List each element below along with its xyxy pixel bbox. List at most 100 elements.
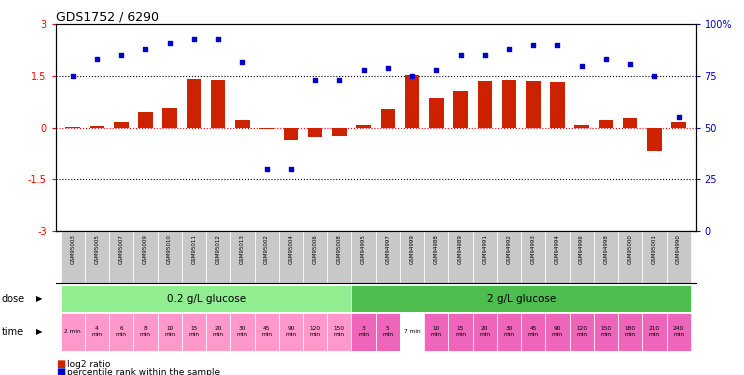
Bar <box>570 313 594 351</box>
Bar <box>570 231 594 283</box>
Bar <box>405 75 420 128</box>
Point <box>527 42 539 48</box>
Bar <box>551 82 565 128</box>
Bar <box>61 313 85 351</box>
Bar <box>231 313 254 351</box>
Bar <box>85 313 109 351</box>
Text: 6
min: 6 min <box>116 327 126 337</box>
Bar <box>424 231 449 283</box>
Text: 30
min: 30 min <box>504 327 515 337</box>
Bar <box>599 120 613 128</box>
Point <box>260 166 272 172</box>
Bar <box>453 92 468 128</box>
Bar <box>521 313 545 351</box>
Text: GSM94994: GSM94994 <box>555 234 560 264</box>
Bar <box>472 313 497 351</box>
Bar <box>114 122 129 128</box>
Bar <box>400 313 424 351</box>
Point <box>600 56 612 62</box>
Text: ■: ■ <box>56 368 65 375</box>
Text: 180
min: 180 min <box>625 327 636 337</box>
Bar <box>61 285 351 312</box>
Bar <box>187 79 201 128</box>
Text: GSM94993: GSM94993 <box>530 234 536 264</box>
Bar <box>618 231 642 283</box>
Text: ■: ■ <box>56 360 65 369</box>
Bar <box>279 313 303 351</box>
Point <box>649 73 661 79</box>
Text: GDS1752 / 6290: GDS1752 / 6290 <box>56 10 158 23</box>
Bar <box>332 128 347 136</box>
Text: time: time <box>1 327 24 337</box>
Text: 15
min: 15 min <box>455 327 466 337</box>
Bar <box>327 231 351 283</box>
Text: GSM94991: GSM94991 <box>482 234 487 264</box>
Text: GSM95000: GSM95000 <box>628 234 632 264</box>
Bar <box>109 231 133 283</box>
Bar <box>90 126 104 128</box>
Bar <box>400 231 424 283</box>
Text: GSM95003: GSM95003 <box>70 234 75 264</box>
Bar <box>618 313 642 351</box>
Text: 0.2 g/L glucose: 0.2 g/L glucose <box>167 294 246 303</box>
Text: 90
min: 90 min <box>286 327 296 337</box>
Text: 5
min: 5 min <box>382 327 394 337</box>
Bar <box>449 313 472 351</box>
Bar <box>449 231 472 283</box>
Bar <box>327 313 351 351</box>
Text: 30
min: 30 min <box>237 327 248 337</box>
Bar <box>61 231 85 283</box>
Text: log2 ratio: log2 ratio <box>67 360 110 369</box>
Text: GSM95005: GSM95005 <box>94 234 100 264</box>
Bar <box>647 128 661 151</box>
Bar <box>133 231 158 283</box>
Text: 10
min: 10 min <box>431 327 442 337</box>
Text: GSM94995: GSM94995 <box>361 234 366 264</box>
Text: 150
min: 150 min <box>600 327 612 337</box>
Bar <box>521 231 545 283</box>
Point <box>67 73 79 79</box>
Bar <box>303 231 327 283</box>
Point <box>430 67 442 73</box>
Bar <box>211 80 225 128</box>
Bar <box>424 313 449 351</box>
Bar <box>85 231 109 283</box>
Bar <box>501 80 516 128</box>
Bar <box>182 231 206 283</box>
Bar <box>351 231 376 283</box>
Text: 150
min: 150 min <box>334 327 345 337</box>
Point <box>455 53 466 58</box>
Text: 120
min: 120 min <box>576 327 587 337</box>
Bar <box>526 81 541 128</box>
Text: GSM94996: GSM94996 <box>580 234 584 264</box>
Bar <box>574 125 589 128</box>
Bar <box>235 120 250 128</box>
Point <box>237 58 248 64</box>
Point <box>406 73 418 79</box>
Bar <box>182 313 206 351</box>
Text: 20
min: 20 min <box>479 327 490 337</box>
Text: 8
min: 8 min <box>140 327 151 337</box>
Bar <box>308 128 322 137</box>
Text: 2 min: 2 min <box>65 329 81 334</box>
Bar <box>65 127 80 128</box>
Bar <box>497 231 521 283</box>
Bar <box>594 313 618 351</box>
Text: ▶: ▶ <box>36 327 42 336</box>
Bar <box>158 231 182 283</box>
Text: 210
min: 210 min <box>649 327 660 337</box>
Bar <box>376 231 400 283</box>
Bar <box>158 313 182 351</box>
Point <box>188 36 200 42</box>
Bar <box>623 118 638 128</box>
Bar <box>206 313 231 351</box>
Bar <box>642 313 667 351</box>
Point <box>624 60 636 67</box>
Text: GSM95006: GSM95006 <box>312 234 318 264</box>
Text: 15
min: 15 min <box>188 327 199 337</box>
Text: 2 g/L glucose: 2 g/L glucose <box>487 294 556 303</box>
Bar <box>133 313 158 351</box>
Bar <box>138 112 153 128</box>
Text: 45
min: 45 min <box>261 327 272 337</box>
Bar <box>376 313 400 351</box>
